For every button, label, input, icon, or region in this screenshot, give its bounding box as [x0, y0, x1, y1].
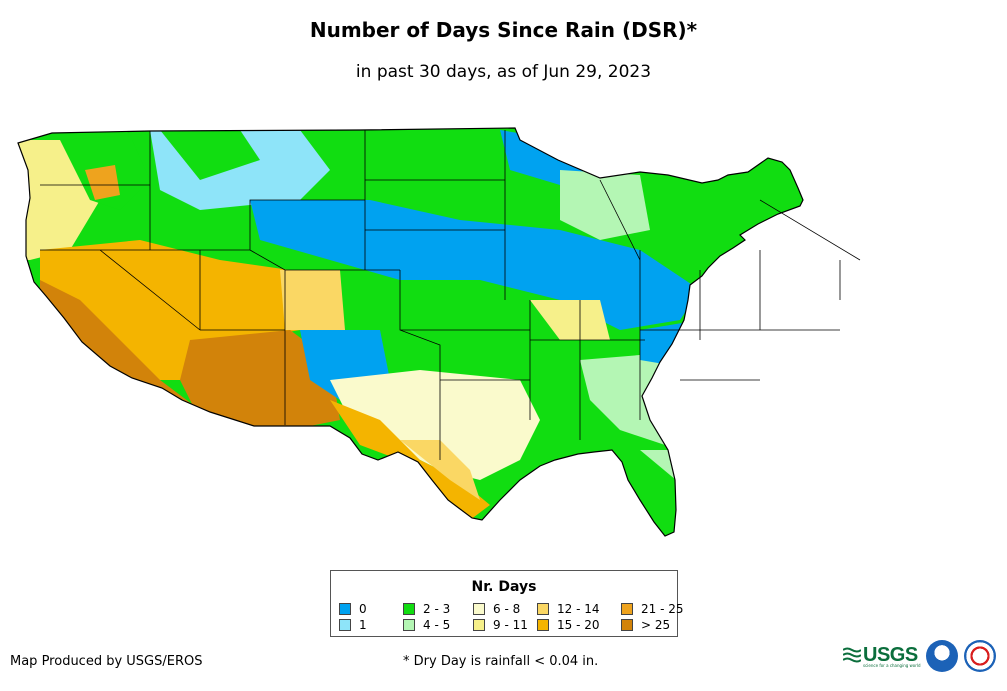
legend-label: > 25: [641, 618, 671, 632]
map-title: Number of Days Since Rain (DSR)*: [309, 18, 698, 42]
legend-swatch: [339, 603, 351, 615]
legend-swatch: [473, 603, 485, 615]
legend-swatch: [403, 619, 415, 631]
legend-swatch: [403, 603, 415, 615]
us-outline: [17, 127, 804, 537]
legend-label: 21 - 25: [641, 602, 684, 616]
usgs-logo: USGS science for a changing world: [843, 643, 921, 669]
legend-label: 0: [359, 602, 367, 616]
legend-swatch: [473, 619, 485, 631]
legend-label: 15 - 20: [557, 618, 600, 632]
legend-label: 4 - 5: [423, 618, 451, 632]
legend-label: 2 - 3: [423, 602, 451, 616]
map-subtitle: in past 30 days, as of Jun 29, 2023: [355, 62, 652, 82]
legend-label: 1: [359, 618, 367, 632]
legend-swatch: [621, 619, 633, 631]
legend-label: 12 - 14: [557, 602, 600, 616]
noaa-seal-icon: [926, 640, 958, 672]
state-borders: [40, 130, 861, 460]
legend-swatch: [339, 619, 351, 631]
nws-seal-icon: [964, 640, 996, 672]
legend-swatch: [537, 619, 549, 631]
usgs-wave-icon: [843, 647, 861, 663]
usgs-wordmark: USGS: [863, 644, 918, 666]
dry-day-footnote: * Dry Day is rainfall < 0.04 in.: [403, 654, 599, 669]
producer-credit: Map Produced by USGS/EROS: [10, 654, 203, 669]
legend-label: 6 - 8: [493, 602, 521, 616]
legend: Nr. Days 0 1 2 - 3 4 - 5 6 - 8 9 - 11 12 - 14 1…: [330, 570, 684, 637]
legend-swatch: [621, 603, 633, 615]
legend-swatch: [537, 603, 549, 615]
legend-title: Nr. Days: [471, 579, 537, 595]
legend-label: 9 - 11: [493, 618, 528, 632]
usgs-tagline: science for a changing world: [863, 663, 921, 668]
